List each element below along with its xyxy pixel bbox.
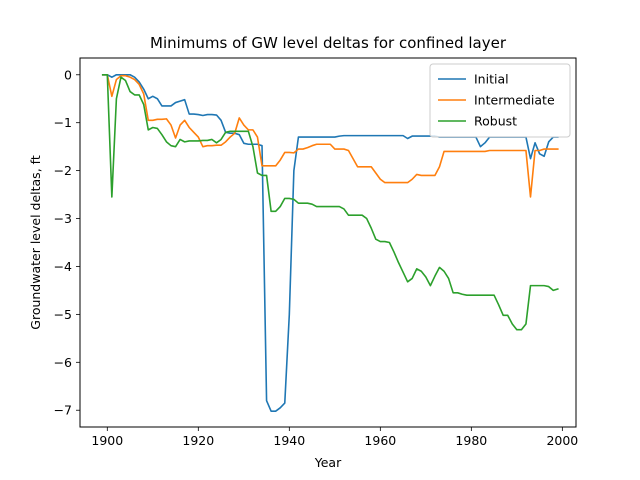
plot-area-frame <box>79 57 577 428</box>
y-axis-label: Groundwater level deltas, ft <box>28 155 43 330</box>
y-tick-label: −7 <box>54 403 72 418</box>
x-tick-label: 1920 <box>182 433 214 448</box>
legend-box <box>429 63 571 138</box>
y-tick-label: −1 <box>54 115 72 130</box>
x-tick-label: 1980 <box>455 433 487 448</box>
legend-label-initial: Initial <box>474 72 509 87</box>
x-axis: 1900 1920 1940 1960 1980 2000 <box>91 427 578 448</box>
y-tick-label: −5 <box>54 307 72 322</box>
y-tick-label: −6 <box>54 355 72 370</box>
series-line-intermediate <box>101 73 559 198</box>
legend-label-robust: Robust <box>474 114 517 129</box>
x-tick-label: 1900 <box>91 433 123 448</box>
series-line-robust <box>101 73 559 331</box>
legend: Initial Intermediate Robust <box>429 63 571 138</box>
y-tick-label: −4 <box>54 259 72 274</box>
chart-title: Minimums of GW level deltas for confined… <box>150 34 507 52</box>
x-tick-label: 2000 <box>546 433 578 448</box>
y-tick-label: −2 <box>54 163 72 178</box>
x-tick-label: 1960 <box>364 433 396 448</box>
y-tick-label: 0 <box>64 67 72 82</box>
x-tick-label: 1940 <box>273 433 305 448</box>
x-axis-label: Year <box>314 455 342 470</box>
y-tick-label: −3 <box>54 211 72 226</box>
y-axis: 0 −1 −2 −3 −4 −5 −6 −7 <box>54 67 80 418</box>
series-layer <box>101 73 559 412</box>
legend-label-intermediate: Intermediate <box>474 93 555 108</box>
series-line-initial <box>101 73 559 412</box>
